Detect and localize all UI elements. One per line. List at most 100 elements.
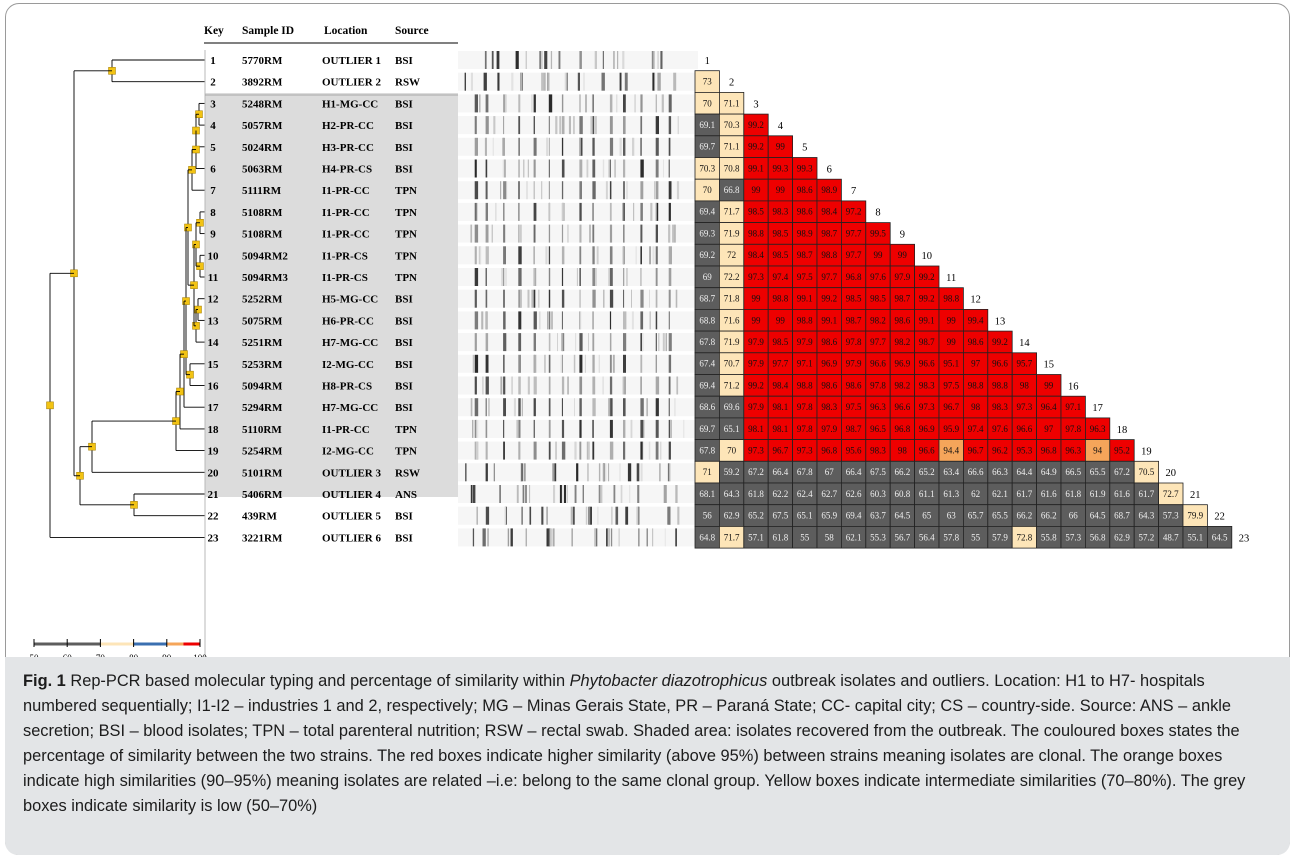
- matrix-cell: 62.1: [987, 482, 1013, 506]
- gel-band: [629, 485, 631, 503]
- matrix-cell-value: 97.5: [797, 272, 813, 282]
- gel-band: [665, 333, 667, 352]
- isolate-row: 7 5111RM I1-PR-CC TPN: [210, 185, 417, 197]
- gel-band: [579, 376, 583, 395]
- matrix-cell-value: 96.6: [870, 359, 886, 369]
- gel-band: [631, 289, 632, 308]
- matrix-cell: 70.7: [719, 352, 745, 375]
- matrix-cell-value: 96.9: [895, 359, 911, 369]
- matrix-cell: 66.6: [963, 460, 989, 484]
- matrix-cell-value: 96.8: [846, 272, 862, 282]
- matrix-cell-value: 99.2: [919, 272, 935, 282]
- matrix-cell: 66.8: [719, 178, 745, 202]
- isolate-row: 20 5101RM OUTLIER 3 RSW: [208, 467, 421, 479]
- matrix-diagonal-label: 8: [875, 208, 880, 219]
- gel-band: [561, 376, 565, 395]
- matrix-cell-value: 65.1: [797, 511, 813, 521]
- matrix-cell: 98.5: [767, 243, 794, 267]
- matrix-cell-value: 69.6: [724, 402, 740, 412]
- gel-band: [557, 333, 558, 352]
- isolate-row: 3 5248RM H1-MG-CC BSI: [210, 98, 413, 110]
- gel-band: [658, 333, 660, 352]
- matrix-cell-value: 98.4: [773, 380, 789, 390]
- matrix-diagonal-label: 1: [705, 56, 710, 67]
- matrix-cell-value: 62.1: [846, 532, 862, 542]
- matrix-cell-value: 70: [703, 185, 713, 195]
- caption-text-before: Rep-PCR based molecular typing and perce…: [65, 672, 570, 690]
- gel-band: [548, 333, 551, 352]
- matrix-cell-value: 99.2: [821, 294, 837, 304]
- matrix-cell: 97.4: [767, 265, 794, 289]
- gel-band: [683, 419, 685, 438]
- gel-band: [474, 268, 479, 286]
- gel-band: [670, 419, 672, 438]
- gel-band: [638, 528, 640, 547]
- isolate-row: 8 5108RM I1-PR-CC TPN: [210, 207, 417, 219]
- gel-band: [592, 94, 594, 113]
- gel-band: [623, 311, 627, 330]
- gel-lane: [458, 333, 698, 352]
- gel-band: [640, 137, 642, 156]
- gel-band: [649, 311, 651, 330]
- gel-band: [660, 51, 663, 69]
- matrix-cell: 62.1: [841, 526, 867, 549]
- matrix-cell-value: 97.1: [797, 359, 813, 369]
- matrix-cell: 65.1: [719, 417, 745, 440]
- gel-band: [518, 116, 521, 135]
- gel-lane-background: [458, 116, 698, 135]
- matrix-cell-value: 97.7: [870, 337, 886, 347]
- matrix-cell: 67.5: [865, 460, 891, 484]
- matrix-diagonal-label: 14: [1019, 338, 1030, 349]
- matrix-cell-value: 97.2: [846, 207, 862, 217]
- gel-band: [501, 268, 503, 286]
- isolate-rows: 1 5770RM OUTLIER 1 BSI 2 3892RM OUTLIER 2 RSW 3 5…: [208, 55, 421, 544]
- matrix-cell-value: 98.5: [773, 229, 789, 239]
- matrix-cell: 96.3: [1060, 439, 1086, 462]
- gel-band: [609, 137, 614, 156]
- matrix-cell: 97.7: [816, 265, 842, 289]
- isolate-row: 13 5075RM H6-PR-CC BSI: [208, 315, 413, 327]
- gel-band: [620, 485, 623, 503]
- isolate-row: 15 5253RM I2-MG-CC BSI: [208, 359, 413, 371]
- row-key: 6: [210, 164, 216, 176]
- matrix-cell-value: 65.9: [821, 511, 837, 521]
- gel-band: [513, 398, 516, 417]
- gel-band: [533, 159, 536, 178]
- matrix-cell-value: 94: [1093, 445, 1103, 455]
- gel-band: [598, 463, 601, 482]
- matrix-cell: 98.5: [767, 330, 794, 354]
- gel-band: [623, 419, 626, 438]
- matrix-cell: 98.7: [914, 330, 940, 354]
- matrix-cell-value: 68.8: [699, 315, 715, 325]
- gel-band: [533, 94, 536, 113]
- matrix-cell: 68.8: [694, 308, 720, 332]
- matrix-cell-value: 70.5: [1139, 467, 1155, 477]
- gel-band: [484, 51, 487, 69]
- row-location: H7-MG-CC: [322, 337, 378, 349]
- gel-band: [525, 528, 527, 547]
- matrix-cell: 96.2: [987, 439, 1013, 462]
- matrix-cell: 67.5: [767, 504, 794, 527]
- gel-band: [493, 116, 496, 135]
- matrix-cell: 70.3: [719, 113, 745, 137]
- gel-band: [646, 528, 648, 547]
- dendrogram-node: [180, 300, 205, 408]
- gel-band: [609, 354, 612, 373]
- matrix-cell-value: 61.8: [773, 532, 789, 542]
- gel-band: [576, 268, 578, 286]
- row-source: BSI: [395, 511, 413, 523]
- gel-band: [503, 202, 505, 221]
- matrix-cell-value: 98: [898, 445, 908, 455]
- gel-band: [476, 506, 478, 525]
- gel-band: [545, 246, 548, 265]
- gel-band: [609, 333, 612, 352]
- matrix-cell-value: 68.7: [1114, 511, 1130, 521]
- gel-band: [504, 506, 506, 525]
- matrix-cell-value: 68.6: [699, 402, 715, 412]
- matrix-cell-value: 66.5: [1065, 467, 1081, 477]
- gel-band: [485, 463, 488, 482]
- gel-band: [470, 72, 473, 91]
- matrix-diagonal-label: 7: [851, 186, 856, 197]
- matrix-cell: 66: [1060, 504, 1086, 527]
- gel-band: [586, 159, 589, 178]
